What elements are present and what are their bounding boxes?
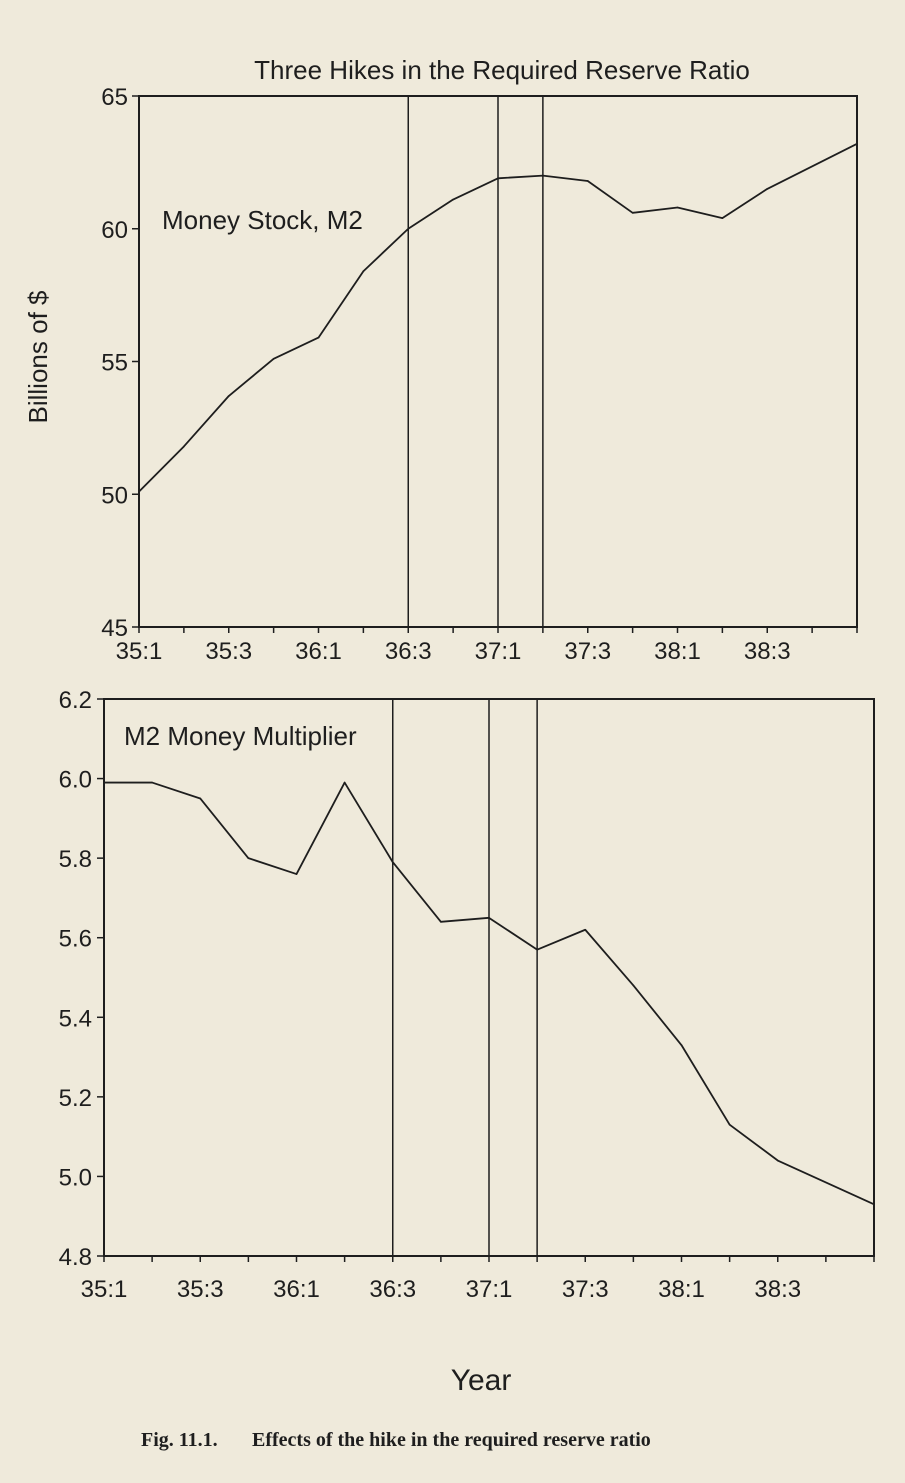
y-tick-label: 5.0	[59, 1164, 92, 1191]
data-point	[584, 928, 587, 931]
y-tick-label: 5.8	[59, 846, 92, 873]
x-tick-label: 36:3	[369, 1276, 416, 1303]
data-point	[272, 358, 275, 360]
data-point	[317, 336, 320, 339]
x-tick-label: 35:3	[205, 638, 252, 665]
data-point	[247, 857, 250, 859]
series-label-money-stock: Money Stock, M2	[162, 205, 363, 235]
data-point	[497, 177, 499, 180]
data-point	[680, 1044, 683, 1046]
y-tick-label: 5.6	[59, 926, 92, 953]
x-tick-label: 38:1	[654, 638, 701, 665]
data-point	[766, 188, 769, 190]
x-tick-label: 38:3	[754, 1276, 801, 1303]
data-point	[151, 781, 153, 784]
chart-title: Three Hikes in the Required Reserve Rati…	[254, 55, 750, 85]
data-point	[440, 921, 442, 923]
x-tick-label: 38:3	[744, 638, 791, 665]
series-line	[138, 142, 858, 493]
money-multiplier-chart: M2 Money Multiplier Year 4.8 5.0 5.2 5.4 5.6…	[59, 687, 875, 1397]
y-tick-label: 5.4	[59, 1005, 92, 1032]
x-tick-label: 35:1	[116, 638, 163, 665]
data-point	[728, 1123, 731, 1126]
data-point	[776, 1159, 779, 1162]
data-point	[542, 174, 544, 177]
x-tick-label: 35:3	[177, 1276, 224, 1303]
y-tick-label: 65	[101, 84, 128, 111]
data-point	[632, 984, 635, 987]
data-point	[586, 180, 589, 182]
money-stock-chart: Three Hikes in the Required Reserve Rati…	[23, 55, 858, 665]
x-tick-label: 38:1	[658, 1276, 705, 1303]
data-point	[199, 797, 202, 800]
x-tick-label: 37:1	[475, 638, 522, 665]
data-point	[452, 198, 454, 201]
caption-text: Effects of the hike in the required rese…	[252, 1429, 651, 1451]
caption-fig-number: Fig. 11.1.	[141, 1429, 218, 1451]
data-point	[721, 217, 724, 219]
y-tick-label: 4.8	[59, 1244, 92, 1271]
x-tick-label: 36:3	[385, 638, 432, 665]
y-axis-label: Billions of $	[23, 290, 53, 423]
x-axis-label: Year	[451, 1364, 512, 1397]
x-tick-label: 37:3	[562, 1276, 609, 1303]
y-tick-label: 45	[101, 615, 128, 642]
x-tick-label: 36:1	[295, 638, 342, 665]
data-point	[343, 781, 346, 784]
data-point	[103, 781, 105, 784]
data-point	[138, 490, 140, 493]
data-point	[488, 917, 490, 919]
series-label-money-multiplier: M2 Money Multiplier	[124, 721, 357, 751]
data-point	[536, 948, 538, 951]
figure-caption: Fig. 11.1. Effects of the hike in the re…	[141, 1429, 651, 1451]
data-point	[407, 227, 410, 230]
data-point	[183, 445, 185, 448]
y-tick-label: 55	[101, 350, 128, 377]
x-tick-label: 37:3	[564, 638, 611, 665]
data-point	[631, 212, 634, 214]
data-point	[227, 395, 230, 397]
y-tick-label: 60	[101, 217, 128, 244]
data-point	[873, 1203, 875, 1206]
series-line	[104, 781, 875, 1206]
x-tick-label: 35:1	[81, 1276, 128, 1303]
x-tick-label: 37:1	[466, 1276, 513, 1303]
data-point	[676, 206, 679, 209]
data-point	[856, 142, 858, 145]
x-tick-label: 36:1	[273, 1276, 320, 1303]
y-tick-label: 50	[101, 482, 128, 509]
data-point	[391, 861, 394, 863]
y-tick-label: 6.2	[59, 687, 92, 714]
data-point	[295, 873, 298, 875]
data-point	[362, 270, 365, 273]
y-tick-label: 6.0	[59, 767, 92, 794]
y-tick-label: 5.2	[59, 1085, 92, 1112]
